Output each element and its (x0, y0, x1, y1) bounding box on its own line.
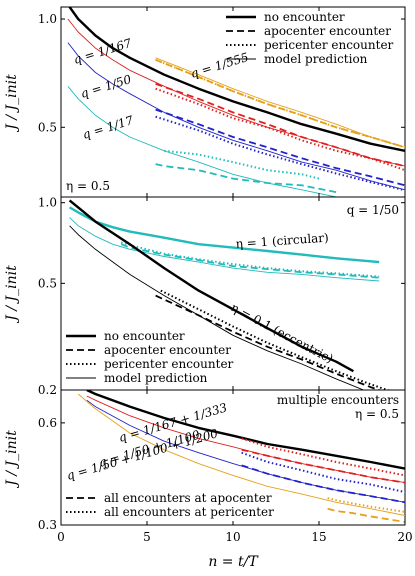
panel-top-ylabel: J / J_init (4, 74, 20, 133)
top-ytick-label: 0.5 (38, 120, 57, 134)
top-series-2-dashed (155, 58, 405, 149)
panel-top-legend: no encounter apocenter encounter pericen… (226, 10, 394, 66)
top-ytick-label: 1.0 (38, 12, 57, 26)
bottom-series-4-solid-thin (86, 399, 405, 503)
legend-top-label-1: apocenter encounter (264, 24, 391, 38)
bottom-series-8-dashed (327, 507, 405, 523)
top-series-0-solid-thick (68, 7, 405, 152)
legend-top-label-2: pericenter encounter (264, 38, 394, 52)
bottom-xtick-label: 10 (225, 530, 240, 544)
xlabel: n = t/T (208, 554, 259, 570)
bottom-ytick-label: 0.3 (38, 518, 57, 532)
top-series-12-dotted (164, 149, 320, 180)
panel-bottom-ylabel: J / J_init (4, 430, 20, 489)
panel-middle-series (68, 199, 391, 390)
top-series-8-dashed (155, 108, 405, 187)
annotation-q50: q = 1/50 (79, 72, 133, 101)
panel-bottom-series (77, 390, 405, 523)
panel-bottom-ticks: 0.3 0.6 0 5 10 15 20 (38, 390, 413, 544)
legend-top-label-3: model prediction (264, 52, 368, 66)
annotation-q555: q = 1/555 (189, 50, 250, 81)
middle-series-7-dotted (160, 289, 391, 390)
legend-bottom-label-0: all encounters at apocenter (104, 491, 272, 505)
bottom-series-7-solid-thin (77, 393, 405, 516)
bottom-series-6-dotted (241, 451, 405, 494)
annotation-q17: q = 1/17 (81, 113, 135, 142)
bottom-ytick-label: 0.6 (38, 416, 57, 430)
bottom-series-9-dotted (327, 497, 405, 513)
top-series-6-dotted (155, 87, 405, 172)
legend-middle-label-3: model prediction (104, 371, 208, 385)
bottom-xtick-label: 5 (143, 530, 151, 544)
panel-middle-ylabel: J / J_init (4, 265, 20, 324)
bottom-series-1-solid-thin (86, 395, 405, 484)
middle-series-1-solid-thin (69, 217, 380, 282)
middle-ytick-label: 1.0 (38, 196, 57, 210)
panel-top-series (67, 7, 405, 197)
middle-series-5-solid-thin (69, 225, 365, 390)
middle-ytick-label: 0.5 (38, 276, 57, 290)
middle-series-3-dotted (120, 241, 380, 278)
panel-bottom: 0.3 0.6 0 5 10 15 20 J / J_init multiple encou… (4, 389, 413, 570)
bottom-xtick-label: 15 (311, 530, 326, 544)
annotation-eta-top: η = 0.5 (66, 179, 110, 193)
bottom-series-5-dashed (241, 464, 405, 504)
top-series-11-dashed (155, 163, 337, 194)
legend-bottom-label-1: all encounters at pericenter (104, 505, 274, 519)
panel-middle: 0.2 0.5 1.0 J / J_init q = 1/50 η = 1 (cir… (4, 196, 406, 397)
annotation-multiple-encounters: multiple encounters (277, 393, 399, 407)
bottom-series-2-dashed (241, 448, 405, 484)
bottom-xtick-label: 20 (397, 530, 412, 544)
legend-middle-label-1: apocenter encounter (104, 343, 231, 357)
legend-middle-label-0: no encounter (104, 329, 185, 343)
middle-ytick-label: 0.2 (38, 383, 57, 397)
bottom-series-0-solid-thick (86, 390, 405, 470)
panel-top: 0.5 1.0 J / J_init η = 0.5 q = 1/555 q = … (4, 6, 406, 198)
annotation-eta-bottom: η = 0.5 (355, 407, 399, 421)
panel-middle-ticks: 0.2 0.5 1.0 (38, 196, 406, 397)
middle-series-2-dashed (120, 243, 380, 279)
panel-bottom-legend: all encounters at apocenter all encounte… (66, 491, 274, 519)
panel-middle-legend: no encounter apocenter encounter pericen… (66, 329, 234, 385)
top-series-10-solid-thin (67, 86, 340, 197)
middle-series-4-solid-thick (68, 199, 354, 373)
annotation-eta-circular: η = 1 (circular) (235, 231, 329, 251)
top-series-3-dotted (155, 58, 405, 149)
annotation-q50-middle: q = 1/50 (347, 203, 399, 217)
top-series-7-solid-thin (67, 42, 405, 191)
legend-top-label-0: no encounter (264, 10, 345, 24)
bottom-xtick-label: 0 (57, 530, 65, 544)
legend-middle-label-2: pericenter encounter (104, 357, 234, 371)
panel-top-ticks: 0.5 1.0 (38, 7, 406, 197)
